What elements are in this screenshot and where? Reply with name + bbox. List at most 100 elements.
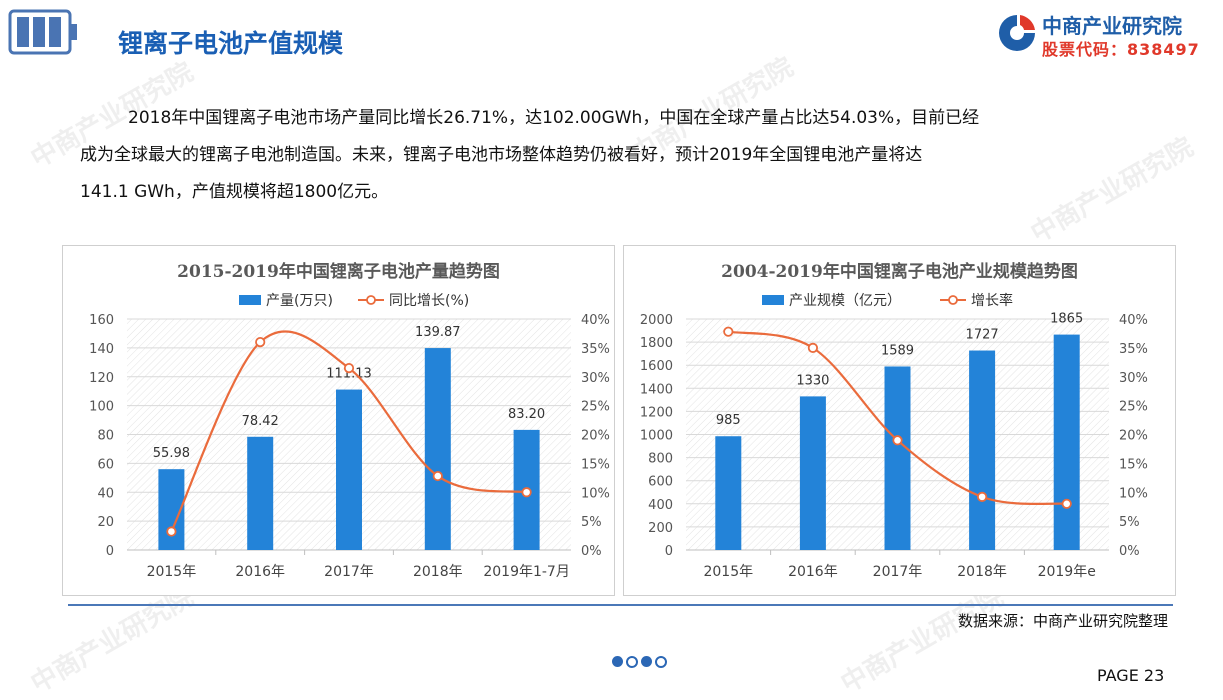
y2-tick-label: 30% <box>1119 371 1148 386</box>
y2-tick-label: 10% <box>581 486 610 501</box>
growth-point <box>255 337 266 348</box>
y-tick-label: 2000 <box>640 313 673 328</box>
y2-tick-label: 30% <box>581 371 610 386</box>
pagination-dot <box>641 656 652 667</box>
y-tick-label: 1400 <box>640 382 673 397</box>
bar <box>884 366 911 550</box>
legend-line-label: 增长率 <box>971 292 1013 309</box>
legend-bar-swatch <box>239 295 261 305</box>
y-tick-label: 140 <box>89 342 114 357</box>
chart-title: 2004-2019年中国锂离子电池产业规模趋势图 <box>721 261 1078 282</box>
y-tick-label: 60 <box>97 457 114 472</box>
bar <box>247 436 274 550</box>
y-tick-label: 1200 <box>640 405 673 420</box>
growth-point <box>807 342 818 353</box>
y-tick-label: 800 <box>648 452 673 467</box>
y2-tick-label: 40% <box>1119 313 1148 328</box>
growth-line <box>170 330 527 532</box>
y2-tick-label: 35% <box>581 342 610 357</box>
y-tick-label: 1600 <box>640 359 673 374</box>
bar <box>715 436 742 550</box>
chart-title: 2015-2019年中国锂离子电池产量趋势图 <box>177 261 500 282</box>
bar-value-label: 55.98 <box>153 446 190 461</box>
y2-tick-label: 0% <box>581 544 602 559</box>
bar <box>1053 334 1080 550</box>
bar-value-label: 985 <box>716 413 741 428</box>
battery-icon <box>8 9 80 55</box>
bar <box>799 396 826 550</box>
page-title: 锂离子电池产值规模 <box>118 29 344 58</box>
x-tick-label: 2016年 <box>788 564 838 580</box>
y-tick-label: 1000 <box>640 429 673 444</box>
x-tick-label: 2015年 <box>703 564 753 580</box>
pagination-dot <box>612 656 623 667</box>
x-tick-label: 2017年 <box>873 564 923 580</box>
y-tick-label: 40 <box>97 486 114 501</box>
growth-point <box>343 362 355 374</box>
growth-point <box>723 326 734 337</box>
y2-tick-label: 10% <box>1119 486 1148 501</box>
y2-tick-label: 15% <box>1119 457 1148 472</box>
brand-logo: 中商产业研究院 股票代码：838497 <box>996 8 1211 59</box>
legend-bar-swatch <box>762 295 784 305</box>
pagination-dot-hollow <box>626 656 638 668</box>
y-tick-label: 0 <box>665 544 673 559</box>
brand-name: 中商产业研究院 <box>1042 14 1182 38</box>
bar <box>424 348 451 550</box>
bar <box>969 350 996 550</box>
x-tick-label: 2019年e <box>1038 564 1096 580</box>
y2-tick-label: 15% <box>581 457 610 472</box>
growth-point <box>1061 498 1072 509</box>
y2-tick-label: 5% <box>581 515 602 530</box>
x-tick-label: 2018年 <box>957 564 1007 580</box>
page-number: PAGE 23 <box>1097 666 1165 685</box>
bar-value-label: 83.20 <box>508 407 545 422</box>
y2-tick-label: 0% <box>1119 544 1140 559</box>
legend-bar-label: 产量(万只) <box>266 293 333 309</box>
y2-tick-label: 35% <box>1119 342 1148 357</box>
bar-value-label: 139.87 <box>415 325 461 340</box>
bar-value-label: 1865 <box>1050 312 1083 327</box>
intro-paragraph: 2018年中国锂离子电池市场产量同比增长26.71%，达102.00GWh，中国… <box>80 100 1140 211</box>
bar-value-label: 1727 <box>966 328 999 343</box>
paragraph-line: 141.1 GWh，产值规模将超1800亿元。 <box>80 182 389 202</box>
data-source: 数据来源：中商产业研究院整理 <box>957 612 1168 630</box>
x-tick-label: 2019年1-7月 <box>483 564 570 580</box>
pagination-dots <box>612 656 667 668</box>
y2-tick-label: 20% <box>581 429 610 444</box>
y-tick-label: 160 <box>89 313 114 328</box>
paragraph-line: 2018年中国锂离子电池市场产量同比增长26.71%，达102.00GWh，中国… <box>128 108 980 128</box>
y-tick-label: 400 <box>648 498 673 513</box>
x-tick-label: 2015年 <box>147 564 197 580</box>
y-tick-label: 600 <box>648 475 673 490</box>
y-tick-label: 20 <box>97 515 114 530</box>
growth-point <box>976 491 988 502</box>
growth-point <box>166 526 177 537</box>
y-tick-label: 1800 <box>640 336 673 351</box>
legend-line-marker <box>948 295 958 305</box>
pagination-dot-hollow <box>655 656 667 668</box>
x-tick-label: 2016年 <box>235 564 285 580</box>
y-tick-label: 100 <box>89 400 114 415</box>
x-tick-label: 2018年 <box>413 564 463 580</box>
chart-industry-scale: 2004-2019年中国锂离子电池产业规模趋势图 产业规模（亿元） 增长率 0 200 4… <box>623 245 1176 596</box>
y2-tick-label: 25% <box>1119 400 1148 415</box>
brand-stock-code: 股票代码：838497 <box>1042 40 1200 59</box>
chart-production: 2015-2019年中国锂离子电池产量趋势图产量(万只) 同比增长(%) 0 20 40… <box>62 245 615 596</box>
y2-tick-label: 20% <box>1119 429 1148 444</box>
growth-point <box>892 435 903 446</box>
bar-value-label: 1589 <box>881 343 914 358</box>
growth-point <box>432 470 443 482</box>
y-tick-label: 0 <box>106 544 114 559</box>
y-tick-label: 80 <box>97 429 114 444</box>
brand-mark-icon <box>999 15 1035 51</box>
y2-tick-label: 5% <box>1119 515 1140 530</box>
x-tick-label: 2017年 <box>324 564 374 580</box>
bar <box>336 389 362 550</box>
footer-divider <box>68 604 1173 606</box>
bar-value-label: 78.42 <box>242 414 279 429</box>
legend-line-label: 同比增长(%) <box>389 293 469 309</box>
y2-tick-label: 40% <box>581 313 610 328</box>
